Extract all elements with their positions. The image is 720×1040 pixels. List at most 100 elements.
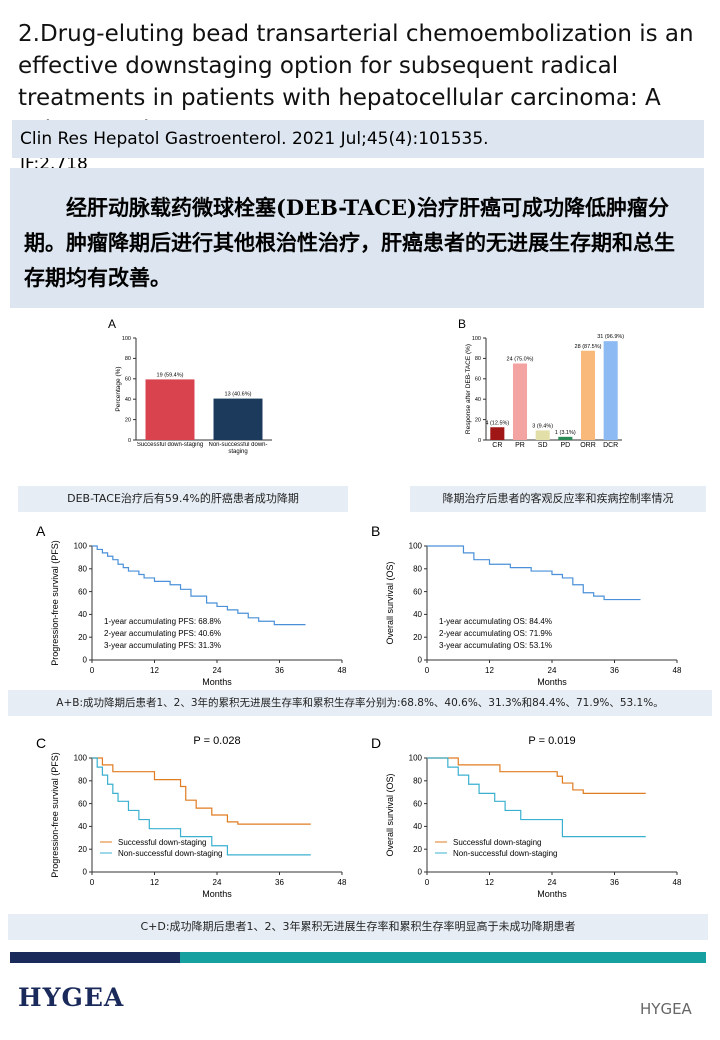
bar — [490, 427, 505, 440]
panel-label: A — [36, 523, 46, 539]
y-tick-label: 60 — [78, 587, 87, 596]
y-tick-label: 100 — [409, 542, 423, 551]
x-tick-label: 48 — [338, 666, 347, 675]
x-tick-holder: DCR — [603, 442, 619, 449]
x-tick-label: 36 — [275, 878, 284, 887]
bar — [213, 398, 263, 440]
x-tick-label: 48 — [673, 878, 682, 887]
y-tick-label: 20 — [413, 845, 422, 854]
y-tick-label: 40 — [125, 397, 131, 403]
x-tick-label: 24 — [548, 666, 557, 675]
chart: A 0 20 40 60 80 100 Percentage (%) 19 (59.4%) Suc… — [108, 317, 272, 455]
x-tick-label: 48 — [338, 878, 347, 887]
y-tick-label: 100 — [74, 542, 88, 551]
x-tick-holder: PD — [560, 442, 570, 449]
y-label: Progression-free survival (PFS) — [50, 752, 60, 878]
value-label: 1 (3.1%) — [555, 430, 576, 436]
y-label: Progression-free survival (PFS) — [50, 540, 60, 666]
x-tick-label: SD — [537, 442, 548, 449]
stripe — [10, 952, 180, 963]
value-label: 24 (75.0%) — [507, 357, 534, 363]
caption: A+B:成功降期后患者1、2、3年的累积无进展生存率和累积生存率分别为:68.8… — [8, 690, 712, 716]
x-label: Months — [537, 889, 567, 899]
panel-label: B — [371, 523, 380, 539]
y-tick-label: 100 — [74, 754, 88, 763]
y-tick-label: 0 — [128, 438, 131, 444]
y-tick-label: 0 — [478, 438, 481, 444]
y-tick-label: 60 — [413, 587, 422, 596]
caption: DEB-TACE治疗后有59.4%的肝癌患者成功降期 — [18, 486, 348, 512]
survival-line — [427, 757, 646, 838]
x-label: Months — [202, 677, 232, 687]
annotation: P = 0.019 — [528, 735, 575, 747]
legend-label: Successful down-staging — [453, 838, 542, 847]
y-tick-label: 80 — [78, 564, 87, 573]
y-label: Overall survival (OS) — [385, 773, 395, 856]
x-tick-label: 0 — [90, 878, 95, 887]
y-tick-label: 40 — [475, 397, 481, 403]
x-label: Months — [202, 889, 232, 899]
chart: A 0 20 40 60 80 100 Progression-free survival (… — [36, 523, 347, 687]
annotation: 2-year accumulating PFS: 40.6% — [104, 629, 221, 638]
legend-label: Non-successful down-staging — [453, 849, 558, 858]
stripe — [180, 952, 706, 963]
x-tick-holder: Non-successful down-staging — [208, 442, 267, 455]
y-tick-label: 20 — [78, 633, 87, 642]
y-tick-label: 80 — [413, 776, 422, 785]
value-label: 28 (87.5%) — [575, 344, 602, 350]
y-tick-label: 0 — [83, 868, 88, 877]
y-tick-label: 40 — [413, 822, 422, 831]
survival-line — [92, 757, 311, 856]
y-tick-label: 0 — [83, 656, 88, 665]
x-tick-label: 12 — [150, 666, 159, 675]
value-label: 3 (9.4%) — [532, 423, 553, 429]
bar — [603, 341, 618, 440]
x-tick-label: PR — [515, 442, 525, 449]
y-tick-label: 80 — [125, 356, 131, 362]
x-tick-label: 48 — [673, 666, 682, 675]
y-tick-label: 80 — [413, 564, 422, 573]
y-tick-label: 80 — [78, 776, 87, 785]
x-tick-holder: SD — [537, 442, 548, 449]
summary: 经肝动脉载药微球栓塞(DEB-TACE)治疗肝癌可成功降低肿瘤分期。肿瘤降期后进… — [10, 168, 704, 308]
x-tick-holder: CR — [492, 442, 502, 449]
bar — [512, 363, 528, 440]
y-label: Response after DEB-TACE (%) — [465, 344, 472, 434]
annotation: 1-year accumulating PFS: 68.8% — [104, 617, 221, 626]
bar — [558, 436, 573, 440]
brand: HYGEA — [18, 983, 125, 1012]
value-label: 19 (59.4%) — [157, 372, 184, 378]
y-tick-label: 20 — [475, 417, 481, 423]
panel-label: D — [371, 735, 381, 751]
x-tick-label: 0 — [425, 878, 430, 887]
y-tick-label: 100 — [409, 754, 423, 763]
y-tick-label: 0 — [418, 868, 423, 877]
x-tick-label: 24 — [213, 666, 222, 675]
x-tick-label: 36 — [610, 878, 619, 887]
x-tick-label: 24 — [213, 878, 222, 887]
x-tick-label: 12 — [150, 878, 159, 887]
y-label: Overall survival (OS) — [385, 561, 395, 644]
x-tick-label: 0 — [425, 666, 430, 675]
y-tick-label: 20 — [78, 845, 87, 854]
value-label: 4 (12.5%) — [485, 420, 509, 426]
y-tick-label: 60 — [413, 799, 422, 808]
x-tick-label: 12 — [485, 878, 494, 887]
annotation: 2-year accumulating OS: 71.9% — [439, 629, 552, 638]
y-tick-label: 40 — [78, 610, 87, 619]
y-tick-label: 60 — [475, 377, 481, 383]
x-tick-label: DCR — [603, 442, 619, 449]
caption: C+D:成功降期后患者1、2、3年累积无进展生存率和累积生存率明显高于未成功降期… — [8, 914, 708, 940]
x-tick-label: 36 — [610, 666, 619, 675]
annotation: 3-year accumulating OS: 53.1% — [439, 641, 552, 650]
x-tick-label: Successful down-staging — [136, 442, 204, 448]
x-tick-label: 24 — [548, 878, 557, 887]
legend-label: Non-successful down-staging — [118, 849, 223, 858]
survival-line — [427, 757, 646, 794]
x-label: Months — [537, 677, 567, 687]
panel-label: C — [36, 735, 46, 751]
annotation: 1-year accumulating OS: 84.4% — [439, 617, 552, 626]
survival-line — [92, 757, 311, 825]
panel-label: B — [458, 317, 466, 331]
